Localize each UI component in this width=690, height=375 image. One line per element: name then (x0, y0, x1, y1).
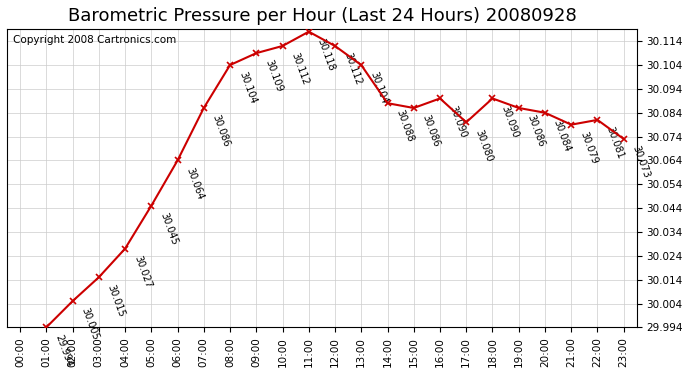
Text: 30.045: 30.045 (158, 211, 179, 246)
Text: 30.090: 30.090 (500, 104, 520, 139)
Text: 30.109: 30.109 (263, 58, 284, 94)
Text: 30.086: 30.086 (210, 114, 232, 148)
Text: 30.104: 30.104 (237, 70, 258, 106)
Text: 30.118: 30.118 (316, 37, 337, 72)
Text: 30.064: 30.064 (184, 166, 206, 201)
Text: 30.015: 30.015 (106, 283, 127, 318)
Text: 29.991: 29.991 (0, 374, 1, 375)
Text: 30.027: 30.027 (132, 254, 153, 290)
Text: 30.084: 30.084 (552, 118, 573, 153)
Text: 30.079: 30.079 (578, 130, 599, 165)
Text: 30.086: 30.086 (526, 114, 546, 148)
Text: 30.112: 30.112 (342, 51, 363, 87)
Text: 30.090: 30.090 (447, 104, 468, 139)
Text: 30.081: 30.081 (604, 126, 625, 160)
Text: 30.104: 30.104 (368, 70, 389, 106)
Title: Barometric Pressure per Hour (Last 24 Hours) 20080928: Barometric Pressure per Hour (Last 24 Ho… (68, 7, 576, 25)
Text: 30.080: 30.080 (473, 128, 494, 163)
Text: 30.086: 30.086 (421, 114, 442, 148)
Text: 30.112: 30.112 (290, 51, 310, 87)
Text: 30.005: 30.005 (79, 307, 101, 342)
Text: 30.073: 30.073 (631, 144, 651, 180)
Text: 30.088: 30.088 (395, 109, 415, 144)
Text: 29.994: 29.994 (53, 333, 75, 368)
Text: Copyright 2008 Cartronics.com: Copyright 2008 Cartronics.com (13, 35, 177, 45)
